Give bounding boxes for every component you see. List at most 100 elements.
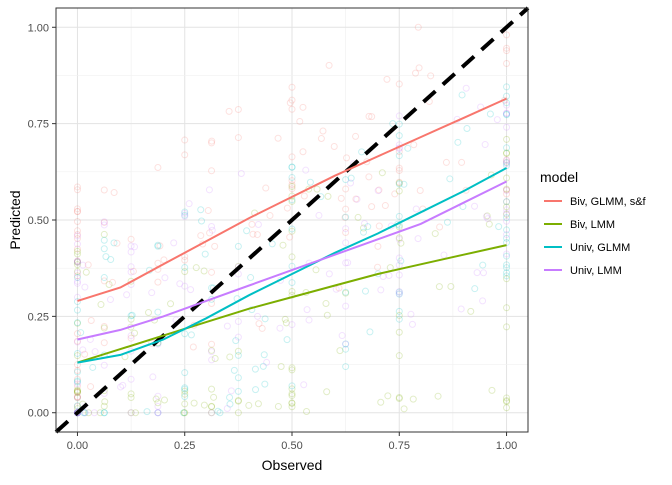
series-trend-line (77, 180, 507, 341)
data-point (89, 363, 97, 371)
data-point (73, 394, 81, 402)
data-point (395, 254, 403, 262)
data-point (152, 395, 160, 403)
data-point (442, 158, 450, 166)
data-point (73, 230, 81, 238)
data-point (288, 399, 296, 407)
data-point (395, 288, 403, 296)
data-point (366, 328, 374, 336)
data-point (73, 257, 81, 265)
data-point (131, 243, 139, 251)
data-point (503, 158, 511, 166)
data-point (503, 275, 511, 283)
data-point (446, 175, 454, 183)
data-point (414, 235, 422, 243)
data-point (395, 271, 403, 279)
data-point (211, 355, 219, 363)
data-point (181, 268, 189, 276)
data-point (479, 269, 487, 277)
series-trend-line (77, 244, 507, 364)
data-point (503, 234, 511, 242)
data-point (101, 398, 109, 406)
data-point (73, 409, 81, 417)
data-point (288, 227, 296, 235)
data-point (234, 397, 242, 405)
data-point (395, 179, 403, 187)
data-point (73, 267, 81, 275)
data-point (303, 306, 311, 314)
y-tick-label: 0.25 (28, 311, 49, 323)
data-point (342, 345, 350, 353)
data-point (288, 185, 296, 193)
data-point (73, 258, 81, 266)
data-point (73, 378, 81, 386)
data-point (73, 235, 81, 243)
data-point (296, 117, 304, 125)
data-point (342, 288, 350, 296)
data-point (107, 256, 115, 264)
data-point (397, 257, 405, 265)
data-point (127, 375, 135, 383)
data-point (253, 231, 261, 239)
data-point (181, 369, 189, 377)
data-point (503, 217, 511, 225)
data-point (288, 153, 296, 161)
data-point (288, 197, 296, 205)
data-point (100, 218, 108, 226)
data-point (374, 242, 382, 250)
data-point (234, 351, 242, 359)
data-point (288, 385, 296, 393)
data-point (234, 347, 242, 355)
data-point (288, 83, 296, 91)
legend-label: Univ, LMM (570, 265, 622, 277)
data-point (323, 311, 331, 319)
data-point (479, 261, 487, 269)
data-point (234, 333, 242, 341)
data-point (127, 312, 135, 320)
data-point (503, 394, 511, 402)
data-point (389, 120, 397, 128)
data-point (131, 329, 139, 337)
data-point (483, 212, 491, 220)
data-point (73, 382, 81, 390)
data-point (412, 205, 420, 213)
data-point (100, 361, 108, 369)
legend-title: model (540, 169, 578, 185)
data-point (395, 120, 403, 128)
data-point (226, 393, 234, 401)
data-point (503, 83, 511, 91)
data-point (208, 167, 216, 175)
data-point (395, 290, 403, 298)
data-point (154, 308, 162, 316)
data-point (223, 322, 231, 330)
data-point (503, 272, 511, 280)
data-point (288, 177, 296, 185)
data-point (127, 334, 135, 342)
data-point (288, 163, 296, 171)
data-point (503, 231, 511, 239)
data-point (454, 138, 462, 146)
data-point (208, 139, 216, 147)
data-point (148, 289, 156, 297)
data-point (395, 132, 403, 140)
data-point (208, 137, 216, 145)
data-point (342, 340, 350, 348)
data-point (73, 380, 81, 388)
data-point (211, 242, 219, 250)
data-point (427, 72, 435, 80)
data-point (299, 148, 307, 156)
data-point (503, 159, 511, 167)
data-point (503, 304, 511, 312)
data-point (283, 336, 291, 344)
data-point (110, 239, 118, 247)
data-point (243, 227, 251, 235)
data-point (201, 250, 209, 258)
data-point (73, 375, 81, 383)
data-point (488, 386, 496, 394)
data-point (154, 409, 162, 417)
data-point (495, 223, 503, 231)
data-point (471, 285, 479, 293)
data-point (383, 75, 391, 83)
data-point (503, 198, 511, 206)
